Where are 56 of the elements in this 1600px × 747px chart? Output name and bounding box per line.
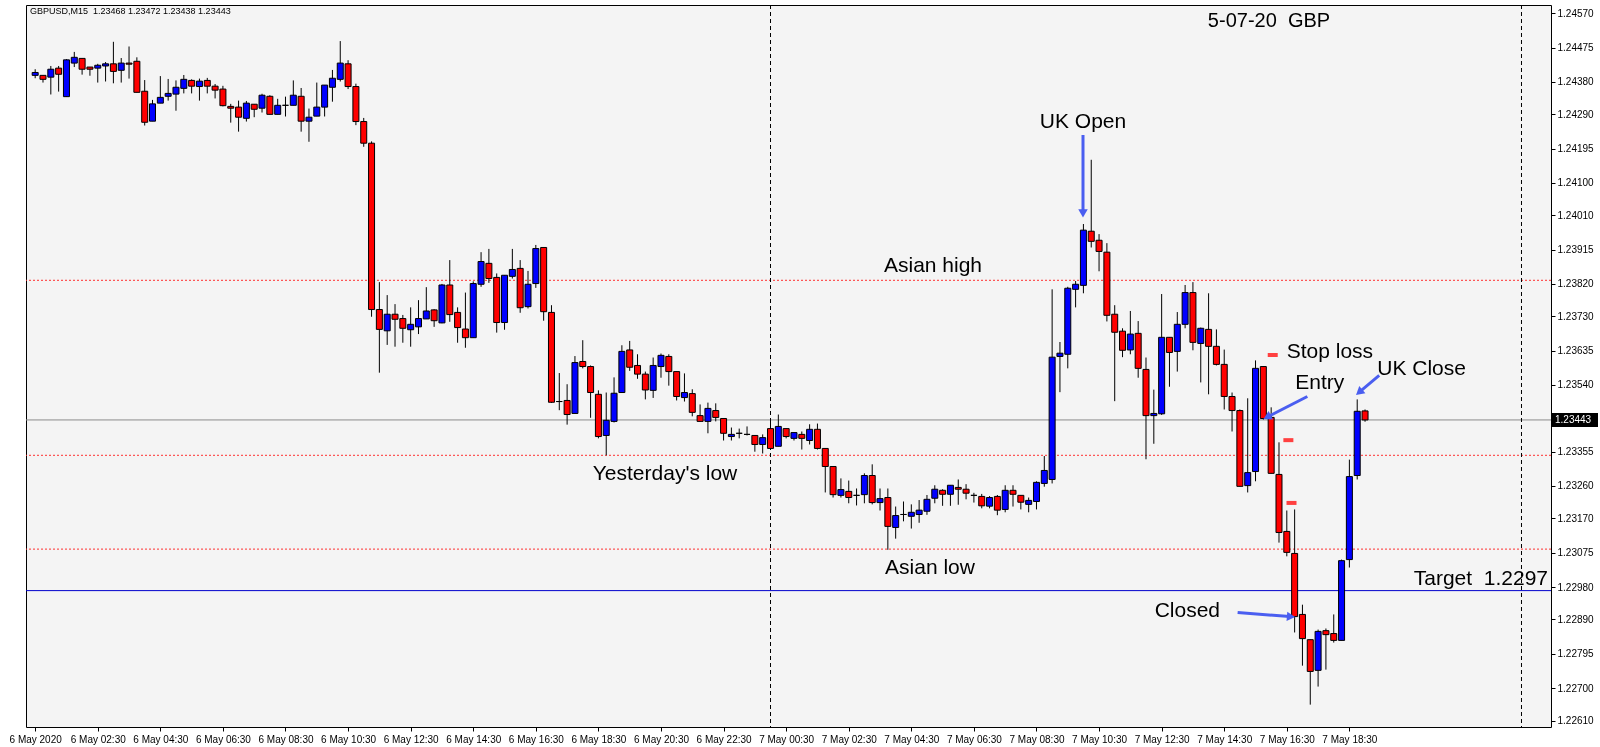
ref-line-label: Asian high: [883, 253, 983, 277]
x-tick-label: 7 May 06:30: [946, 733, 1003, 745]
y-tick-label: 1.24380: [1557, 76, 1595, 88]
x-tick-label: 6 May 10:30: [321, 733, 377, 745]
annotation: Closed: [1154, 597, 1221, 621]
annotation: UK Close: [1377, 356, 1466, 380]
y-tick-label: 1.24100: [1557, 177, 1595, 189]
y-tick-label: 1.23635: [1557, 345, 1595, 357]
x-tick-label: 7 May 12:30: [1134, 733, 1191, 745]
annotation: Entry: [1295, 370, 1345, 394]
x-tick-label: 7 May 10:30: [1072, 733, 1128, 745]
x-tick-label: 7 May 04:30: [884, 733, 940, 745]
y-tick-label: 1.22890: [1557, 613, 1595, 625]
y-tick-label: 1.23540: [1557, 379, 1595, 391]
y-tick-label: 1.24010: [1557, 209, 1595, 221]
chart-title: 5-07-20 GBP: [1207, 9, 1331, 31]
y-tick-label: 1.23260: [1557, 480, 1595, 492]
y-tick-label: 1.23730: [1557, 310, 1595, 322]
x-tick-label: 6 May 04:30: [133, 733, 189, 745]
annotation: UK Open: [1039, 109, 1127, 132]
x-tick-label: 7 May 00:30: [759, 733, 815, 745]
y-tick-label: 1.24290: [1557, 108, 1595, 120]
y-tick-label: 1.23075: [1557, 547, 1595, 559]
y-tick-label: 1.23820: [1557, 278, 1595, 290]
annotation: Stop loss: [1286, 338, 1374, 362]
x-tick-label: 6 May 2020: [9, 733, 63, 745]
x-tick-label: 6 May 20:30: [633, 733, 690, 745]
y-tick-label: 1.23915: [1557, 244, 1595, 256]
y-tick-label: 1.24475: [1557, 42, 1595, 54]
x-tick-label: 6 May 14:30: [446, 733, 502, 745]
x-tick-label: 6 May 08:30: [258, 733, 314, 745]
x-tick-label: 7 May 08:30: [1009, 733, 1065, 745]
y-tick-label: 1.22610: [1557, 715, 1595, 727]
ref-line-label: Yesterday's low: [592, 461, 739, 485]
y-tick-label: 1.24195: [1557, 143, 1595, 155]
y-tick-label: 1.23355: [1557, 446, 1595, 458]
y-tick-label: 1.22980: [1557, 581, 1595, 593]
x-tick-label: 6 May 22:30: [696, 733, 753, 745]
x-tick-label: 7 May 18:30: [1322, 733, 1378, 745]
ref-line-label: Asian low: [885, 555, 976, 579]
x-tick-label: 6 May 06:30: [195, 733, 252, 745]
x-tick-label: 7 May 16:30: [1259, 733, 1316, 745]
y-tick-label: 1.24570: [1557, 7, 1595, 19]
y-tick-label: 1.22700: [1557, 682, 1595, 694]
x-tick-label: 7 May 14:30: [1197, 733, 1253, 745]
x-tick-label: 6 May 12:30: [383, 733, 440, 745]
candlestick: [720, 418, 728, 442]
x-tick-label: 6 May 16:30: [508, 733, 565, 745]
chart-subtitle: GBPUSD,M15 1.23468 1.23472 1.23438 1.23443: [30, 6, 231, 16]
ref-line-label: Target 1.2297: [1413, 565, 1548, 589]
x-tick-label: 6 May 02:30: [70, 733, 127, 745]
y-tick-label: 1.23170: [1557, 512, 1595, 524]
x-tick-label: 6 May 18:30: [571, 733, 627, 745]
y-tick-label: 1.22795: [1557, 648, 1595, 660]
ref-line-label: 1.23443: [1555, 413, 1592, 425]
x-tick-label: 7 May 02:30: [821, 733, 878, 745]
